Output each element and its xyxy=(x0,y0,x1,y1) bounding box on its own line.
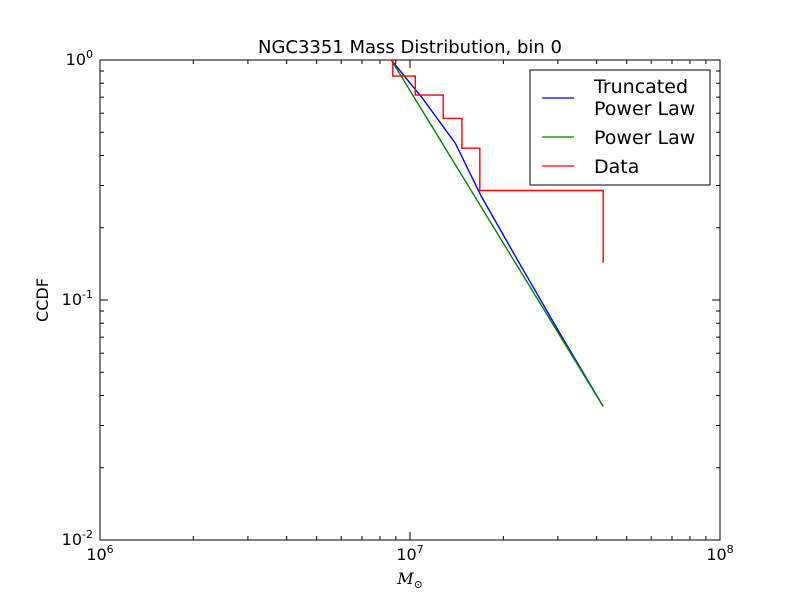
x-tick-label: 108 xyxy=(706,543,733,564)
legend-label-data: Data xyxy=(594,156,639,178)
series-line-data xyxy=(391,59,604,263)
series-line-power-law xyxy=(390,59,604,407)
ticks-layer xyxy=(99,60,720,541)
x-tick-labels: 106 107 108 xyxy=(86,543,733,564)
legend-label-truncated-power-law: Power Law xyxy=(594,98,695,120)
x-axis-label: M⊙ xyxy=(396,569,423,591)
series-layer xyxy=(390,59,604,407)
y-tick-label: 10-2 xyxy=(62,528,93,549)
chart-title: NGC3351 Mass Distribution, bin 0 xyxy=(258,37,562,58)
x-tick-label: 106 xyxy=(86,543,113,564)
y-tick-label: 10-1 xyxy=(62,288,93,309)
series-line-truncated-power-law xyxy=(390,59,604,407)
legend-label-power-law: Power Law xyxy=(594,127,695,149)
x-tick-label: 107 xyxy=(396,543,423,564)
legend-label-truncated-power-law: Truncated xyxy=(593,76,688,98)
y-axis-label: CCDF xyxy=(33,278,52,322)
y-tick-label: 100 xyxy=(66,48,93,69)
legend: Truncated Power Law Power Law Data xyxy=(529,69,711,186)
y-tick-labels: 100 10-1 10-2 xyxy=(62,48,93,549)
